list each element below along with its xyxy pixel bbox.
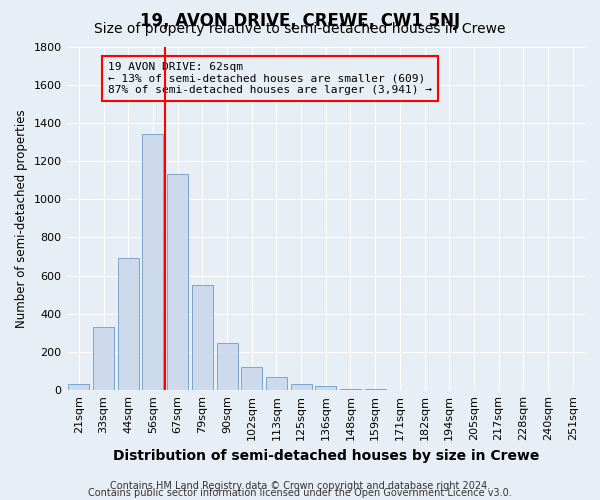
Bar	[340, 389, 361, 390]
Bar	[93, 327, 114, 390]
Text: Contains HM Land Registry data © Crown copyright and database right 2024.: Contains HM Land Registry data © Crown c…	[110, 481, 490, 491]
Bar	[315, 386, 336, 390]
Bar	[192, 285, 213, 390]
Text: 19, AVON DRIVE, CREWE, CW1 5NJ: 19, AVON DRIVE, CREWE, CW1 5NJ	[140, 12, 460, 30]
Text: 19 AVON DRIVE: 62sqm
← 13% of semi-detached houses are smaller (609)
87% of semi: 19 AVON DRIVE: 62sqm ← 13% of semi-detac…	[108, 62, 432, 95]
Bar	[142, 134, 163, 390]
Text: Contains public sector information licensed under the Open Government Licence v3: Contains public sector information licen…	[88, 488, 512, 498]
Bar	[167, 174, 188, 390]
Bar	[68, 384, 89, 390]
Bar	[241, 368, 262, 390]
Y-axis label: Number of semi-detached properties: Number of semi-detached properties	[15, 109, 28, 328]
Bar	[290, 384, 311, 390]
Bar	[266, 377, 287, 390]
Bar	[217, 344, 238, 390]
X-axis label: Distribution of semi-detached houses by size in Crewe: Distribution of semi-detached houses by …	[113, 448, 539, 462]
Text: Size of property relative to semi-detached houses in Crewe: Size of property relative to semi-detach…	[94, 22, 506, 36]
Bar	[118, 258, 139, 390]
Bar	[365, 389, 386, 390]
